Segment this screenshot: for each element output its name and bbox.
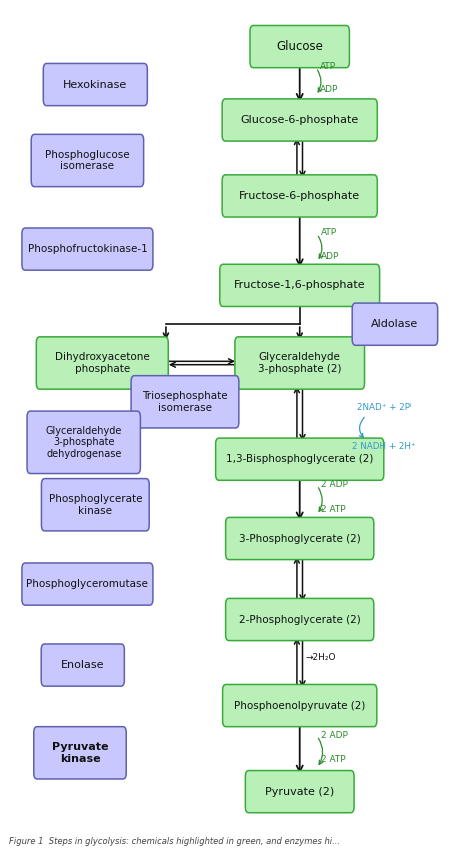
FancyBboxPatch shape: [216, 438, 384, 480]
Text: Glyceraldehyde
3-phosphate
dehydrogenase: Glyceraldehyde 3-phosphate dehydrogenase: [46, 425, 122, 459]
FancyBboxPatch shape: [34, 727, 126, 779]
Text: Phosphoglucose
isomerase: Phosphoglucose isomerase: [45, 150, 130, 171]
Text: Enolase: Enolase: [61, 660, 105, 670]
FancyBboxPatch shape: [43, 64, 147, 106]
Text: 2 ATP: 2 ATP: [320, 755, 345, 764]
Text: Glyceraldehyde
3-phosphate (2): Glyceraldehyde 3-phosphate (2): [258, 352, 341, 374]
Text: ADP: ADP: [319, 85, 338, 94]
Text: Phosphoglyceromutase: Phosphoglyceromutase: [27, 579, 148, 589]
FancyBboxPatch shape: [250, 26, 349, 68]
Text: Dihydroxyacetone
phosphate: Dihydroxyacetone phosphate: [55, 352, 150, 374]
FancyBboxPatch shape: [22, 228, 153, 270]
FancyBboxPatch shape: [220, 264, 380, 307]
FancyBboxPatch shape: [41, 644, 124, 686]
Text: 2NAD⁺ + 2Pᴵ: 2NAD⁺ + 2Pᴵ: [357, 403, 411, 412]
FancyBboxPatch shape: [22, 563, 153, 605]
Text: Fructose-1,6-phosphate: Fructose-1,6-phosphate: [234, 281, 365, 290]
FancyBboxPatch shape: [226, 598, 374, 641]
FancyBboxPatch shape: [246, 771, 354, 813]
Text: ATP: ATP: [319, 61, 336, 71]
Text: Pyruvate
kinase: Pyruvate kinase: [52, 742, 108, 764]
Text: Phosphofructokinase-1: Phosphofructokinase-1: [27, 244, 147, 254]
Text: →2H₂O: →2H₂O: [306, 653, 336, 662]
Text: Aldolase: Aldolase: [371, 319, 419, 329]
Text: 2-Phosphoglycerate (2): 2-Phosphoglycerate (2): [239, 615, 361, 624]
FancyBboxPatch shape: [31, 134, 144, 187]
FancyBboxPatch shape: [131, 375, 239, 428]
Text: 1,3-Bisphosphoglycerate (2): 1,3-Bisphosphoglycerate (2): [226, 455, 374, 464]
Text: Fructose-6-phosphate: Fructose-6-phosphate: [239, 191, 360, 201]
FancyBboxPatch shape: [222, 99, 377, 141]
FancyBboxPatch shape: [223, 684, 377, 727]
Text: 2 NADH + 2H⁺: 2 NADH + 2H⁺: [352, 442, 416, 451]
Text: Phosphoglycerate
kinase: Phosphoglycerate kinase: [48, 494, 142, 516]
Text: 2 ATP: 2 ATP: [320, 505, 345, 513]
FancyBboxPatch shape: [226, 517, 374, 560]
Text: ADP: ADP: [320, 252, 339, 261]
Text: ATP: ATP: [320, 228, 337, 237]
Text: Phosphoenolpyruvate (2): Phosphoenolpyruvate (2): [234, 701, 365, 710]
Text: Hexokinase: Hexokinase: [63, 79, 128, 90]
Text: Triosephosphate
isomerase: Triosephosphate isomerase: [142, 391, 228, 412]
Text: Figure 1  Steps in glycolysis: chemicals highlighted in green, and enzymes hi...: Figure 1 Steps in glycolysis: chemicals …: [9, 837, 340, 846]
Text: 2 ADP: 2 ADP: [320, 480, 347, 489]
FancyBboxPatch shape: [41, 479, 149, 531]
FancyBboxPatch shape: [352, 303, 438, 345]
Text: 2 ADP: 2 ADP: [320, 731, 347, 740]
FancyBboxPatch shape: [36, 337, 168, 389]
Text: 3-Phosphoglycerate (2): 3-Phosphoglycerate (2): [239, 534, 361, 543]
Text: Glucose-6-phosphate: Glucose-6-phosphate: [241, 115, 359, 125]
FancyBboxPatch shape: [235, 337, 365, 389]
Text: Glucose: Glucose: [276, 40, 323, 53]
Text: Pyruvate (2): Pyruvate (2): [265, 787, 334, 796]
FancyBboxPatch shape: [27, 411, 140, 474]
FancyBboxPatch shape: [222, 175, 377, 217]
